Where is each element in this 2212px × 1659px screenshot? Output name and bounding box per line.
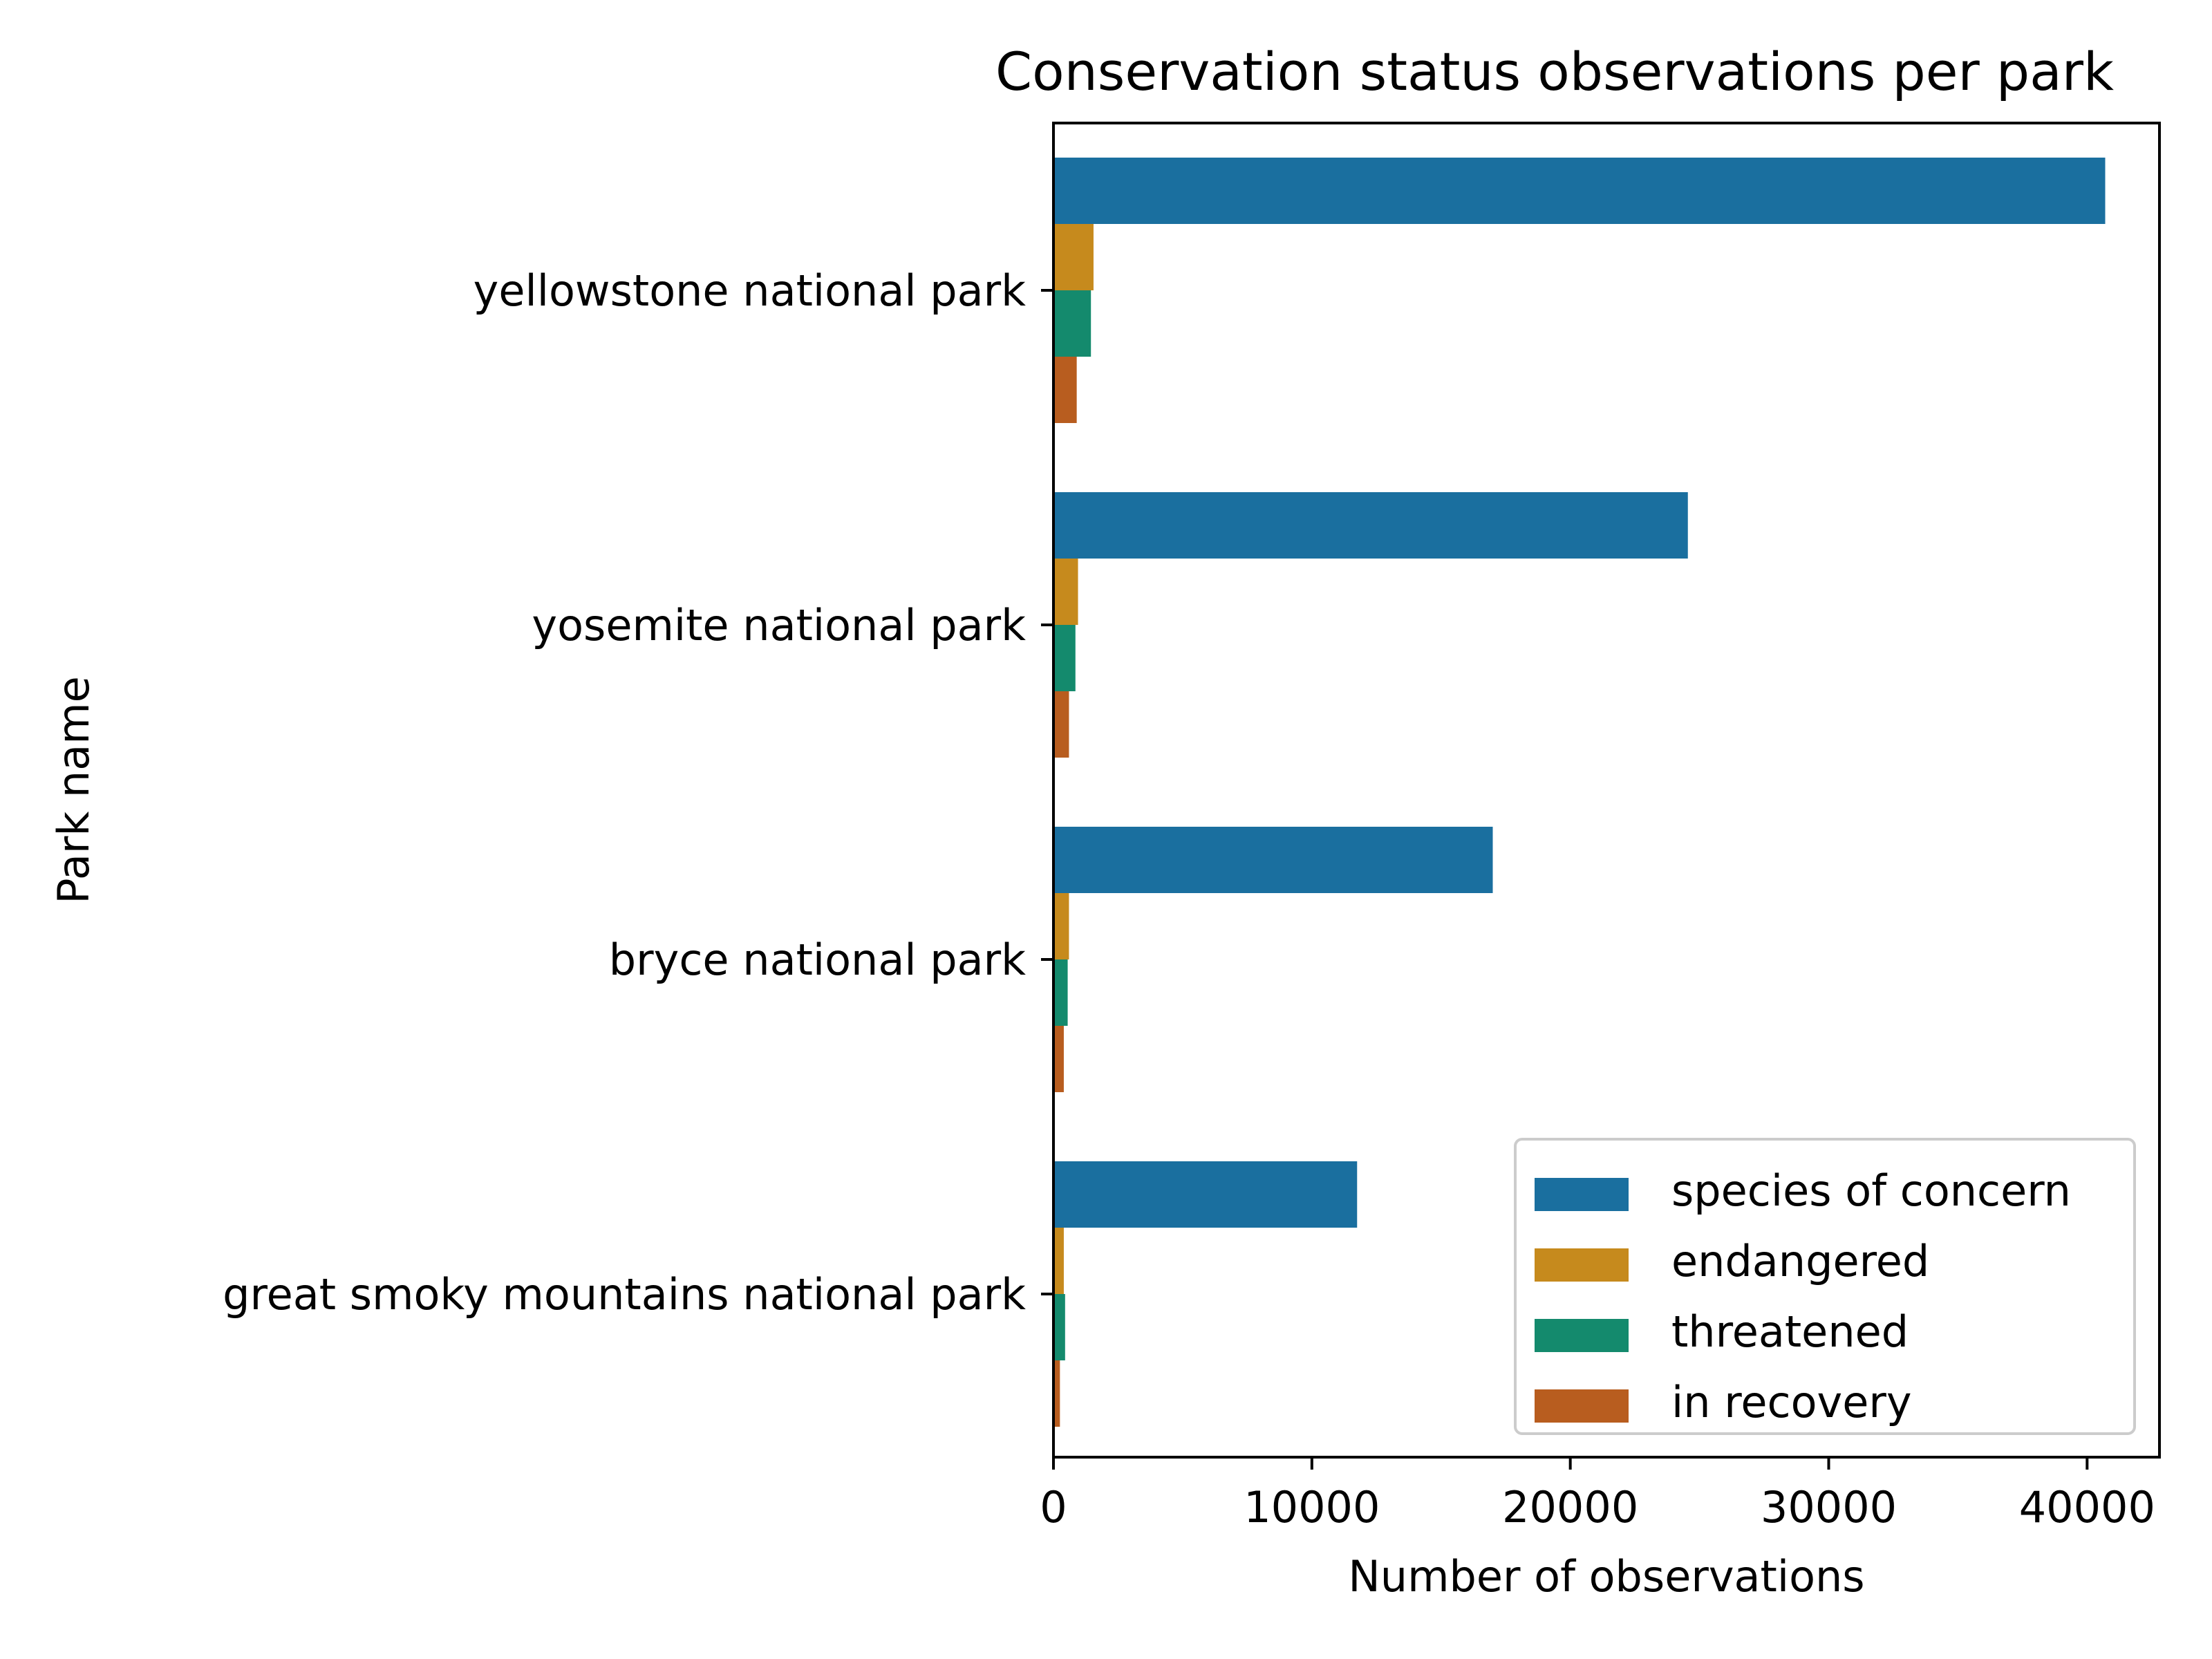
bar-2-2 xyxy=(1053,559,1078,625)
bar-2-3 xyxy=(1053,625,1076,691)
legend-label-3: threatened xyxy=(1671,1306,1909,1357)
bar-3-2 xyxy=(1053,893,1069,959)
legend-swatch-4 xyxy=(1535,1389,1629,1423)
bar-1-2 xyxy=(1053,224,1094,290)
legend-label-4: in recovery xyxy=(1671,1377,1912,1427)
bar-1-3 xyxy=(1053,290,1091,357)
bar-3-1 xyxy=(1053,827,1493,893)
x-tick-label-2: 10000 xyxy=(1244,1482,1380,1533)
bar-3-4 xyxy=(1053,1026,1064,1092)
bar-4-1 xyxy=(1053,1161,1358,1228)
bar-3-3 xyxy=(1053,959,1068,1026)
legend-swatch-1 xyxy=(1535,1178,1629,1211)
y-axis-label: Park name xyxy=(48,676,99,904)
legend-box xyxy=(1514,1138,2136,1435)
bar-4-3 xyxy=(1053,1294,1065,1360)
x-tick-label-4: 30000 xyxy=(1761,1482,1897,1533)
bar-2-1 xyxy=(1053,492,1688,559)
y-tick-label-2: yosemite national park xyxy=(532,600,1026,650)
legend-swatch-2 xyxy=(1535,1248,1629,1282)
y-tick-label-4: great smoky mountains national park xyxy=(223,1269,1026,1320)
ticks-layer: yellowstone national park yosemite nation… xyxy=(223,265,2155,1533)
bar-2-4 xyxy=(1053,691,1069,758)
x-tick-label-3: 20000 xyxy=(1502,1482,1638,1533)
bars-layer xyxy=(1053,158,2106,1427)
plot-frame xyxy=(1052,122,2161,1459)
bar-1-4 xyxy=(1053,357,1077,423)
x-tick-label-5: 40000 xyxy=(2019,1482,2155,1533)
bar-1-1 xyxy=(1053,158,2106,224)
y-tick-label-1: yellowstone national park xyxy=(474,265,1026,316)
y-tick-label-3: bryce national park xyxy=(609,935,1026,985)
legend-label-1: species of concern xyxy=(1671,1165,2071,1216)
x-tick-label-1: 0 xyxy=(1040,1482,1067,1533)
x-axis-label: Number of observations xyxy=(1348,1551,1864,1602)
legend-swatch-3 xyxy=(1535,1319,1629,1352)
bar-4-4 xyxy=(1053,1360,1060,1427)
bar-4-2 xyxy=(1053,1228,1064,1294)
legend-label-2: endangered xyxy=(1671,1236,1929,1286)
legend: species of concern endangered threatened in… xyxy=(1514,1138,2136,1435)
chart-title: Conservation status observations per par… xyxy=(995,41,2114,102)
